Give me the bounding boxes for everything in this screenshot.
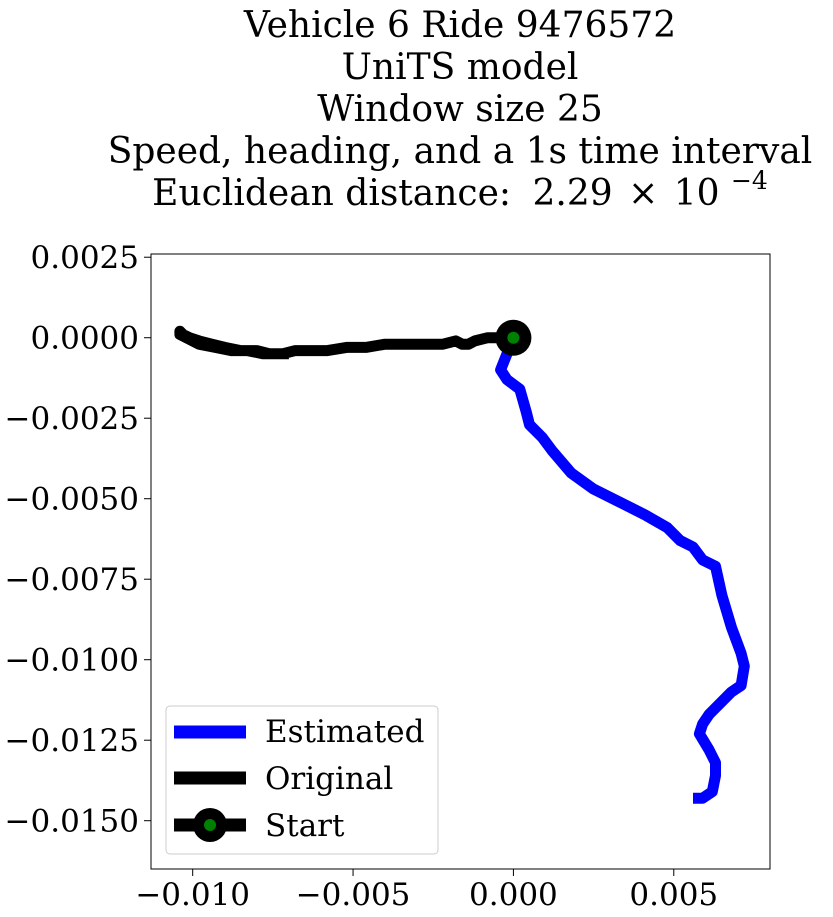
legend-start-marker-inner xyxy=(204,819,216,831)
metric-base: 10 xyxy=(674,173,720,214)
y-tick-label: −0.0025 xyxy=(5,401,139,437)
y-tick-label: 0.0000 xyxy=(31,321,139,357)
estimated-series-line xyxy=(495,335,750,804)
y-tick-label: −0.0125 xyxy=(5,723,139,759)
title-line-2: UniTS model xyxy=(342,47,579,88)
plot-area: 0.00250.0000−0.0025−0.0050−0.0075−0.0100… xyxy=(5,240,771,913)
legend-box xyxy=(165,705,439,855)
y-tick-label: 0.0025 xyxy=(31,240,139,276)
title-line-3: Window size 25 xyxy=(317,89,603,130)
legend: Estimated Original Start xyxy=(165,705,439,855)
x-tick-label: −0.010 xyxy=(135,877,250,913)
metric-exponent: −4 xyxy=(731,166,768,195)
series-layer xyxy=(174,319,750,804)
legend-estimated-label: Estimated xyxy=(265,714,424,750)
title-line-4: Speed, heading, and a 1s time interval xyxy=(108,131,813,172)
legend-original-label: Original xyxy=(265,761,393,797)
y-tick-label: −0.0050 xyxy=(5,482,139,518)
y-axis: 0.0025 0.0000 −0.0025 −0.0050 −0.0075 −0.0100… xyxy=(5,240,151,840)
plot-frame xyxy=(150,253,771,870)
title-line-1: Vehicle 6 Ride 9476572 xyxy=(243,5,676,46)
metric-label: Euclidean distance: xyxy=(152,173,511,214)
x-tick-label: 0.005 xyxy=(629,877,718,913)
chart-title: Vehicle 6 Ride 9476572 UniTS model Windo… xyxy=(108,5,813,214)
original-series-line xyxy=(174,325,514,360)
title-metric: Euclidean distance: 2.29 × 10 −4 xyxy=(152,166,768,214)
x-axis: −0.010 −0.005 0.000 0.005 xyxy=(135,869,718,913)
x-tick-label: 0.000 xyxy=(469,877,558,913)
y-tick-label: −0.0150 xyxy=(5,804,139,840)
metric-mantissa: 2.29 xyxy=(532,173,612,214)
legend-start-label: Start xyxy=(265,808,345,844)
x-tick-label: −0.005 xyxy=(296,877,411,913)
start-marker-inner xyxy=(507,331,520,344)
metric-times: × xyxy=(628,173,658,214)
y-tick-label: −0.0075 xyxy=(5,562,139,598)
y-tick-label: −0.0100 xyxy=(5,643,139,679)
